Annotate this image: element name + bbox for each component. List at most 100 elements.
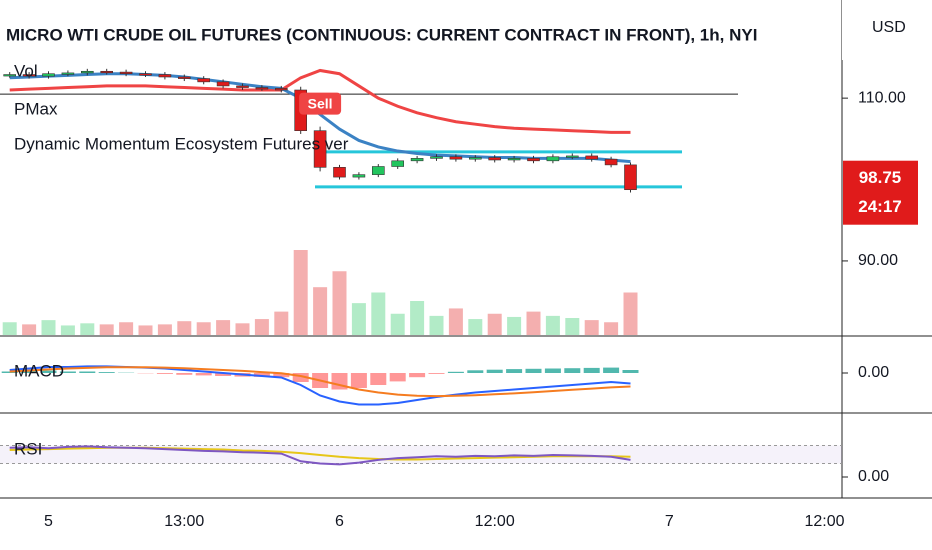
- candle-body: [410, 158, 424, 162]
- candle-body: [274, 88, 288, 91]
- volume-bar: [274, 311, 289, 335]
- candle-body: [565, 155, 579, 158]
- volume-bar: [468, 319, 483, 335]
- y-tick-label: 90.00: [858, 252, 898, 269]
- histogram-bar: [622, 370, 639, 373]
- price-tag: [843, 160, 918, 225]
- volume-bar: [507, 316, 522, 335]
- candle-body: [61, 72, 75, 75]
- histogram-bar: [467, 370, 484, 373]
- volume-bar: [2, 322, 17, 335]
- candle-body: [333, 167, 346, 178]
- sell-tag: [299, 92, 342, 115]
- x-tick-label: 13:00: [164, 513, 204, 530]
- volume-bar: [80, 323, 95, 335]
- histogram-bar: [350, 373, 367, 388]
- histogram-bar: [215, 373, 232, 376]
- volume-bar: [410, 301, 425, 335]
- volume-bar: [293, 250, 308, 335]
- volume-bar: [60, 325, 75, 335]
- histogram-bar: [428, 373, 445, 374]
- candle-body: [488, 157, 502, 161]
- x-tick-label: 7: [665, 513, 674, 530]
- histogram-bar: [98, 372, 115, 373]
- axis-cover: [842, 0, 932, 60]
- candle-body: [507, 158, 521, 161]
- candle-body: [100, 70, 113, 74]
- histogram-bar: [195, 373, 212, 376]
- volume-bar: [448, 308, 463, 335]
- candle-body: [585, 155, 599, 160]
- candle-body: [449, 156, 463, 160]
- candle-body: [313, 130, 327, 168]
- candle-body: [624, 164, 637, 191]
- histogram-bar: [583, 367, 600, 373]
- histogram-bar: [253, 373, 270, 377]
- y-tick-label: 0.00: [858, 468, 889, 485]
- histogram-bar: [176, 373, 193, 375]
- legend-entry: Vol: [14, 61, 38, 80]
- histogram-bar: [156, 373, 173, 374]
- volume-bar: [545, 315, 560, 335]
- histogram-bar: [389, 373, 406, 382]
- signal-line: [9, 366, 631, 398]
- candle-body: [468, 157, 482, 160]
- volume-bar: [332, 271, 347, 335]
- legend-entry: Dynamic Momentum Ecosystem Futures ver: [14, 134, 349, 153]
- sell-label: Sell: [308, 95, 333, 111]
- candle-body: [527, 158, 540, 162]
- currency: USD: [872, 19, 906, 36]
- candle-body: [139, 73, 152, 76]
- histogram-bar: [292, 373, 309, 382]
- histogram-bar: [21, 370, 38, 373]
- histogram-bar: [370, 373, 387, 385]
- histogram-bar: [447, 371, 464, 373]
- volume-bar: [584, 320, 599, 335]
- volume-bar: [119, 322, 134, 335]
- volume-bar: [604, 322, 619, 335]
- volume-bar: [22, 324, 37, 335]
- rsi-line: [9, 445, 631, 466]
- volume-bar: [216, 320, 231, 335]
- volume-bar: [177, 321, 192, 335]
- candle-body: [3, 74, 16, 77]
- pane-label: RSI: [14, 439, 42, 458]
- candle-body: [236, 85, 249, 88]
- volume-bar: [138, 325, 153, 335]
- candle-body: [391, 160, 405, 167]
- x-tick-label: 6: [335, 513, 344, 530]
- histogram-bar: [409, 373, 426, 378]
- legend-entry: PMax: [14, 99, 58, 118]
- x-tick-label: 12:00: [804, 513, 844, 530]
- y-tick-label: 0.00: [858, 364, 889, 381]
- candle-body: [604, 158, 618, 166]
- volume-bar: [254, 319, 269, 335]
- volume-bar: [235, 323, 250, 335]
- indicator-line: [9, 68, 631, 134]
- histogram-bar: [564, 368, 581, 373]
- volume-bar: [157, 324, 172, 335]
- candle-body: [352, 174, 366, 178]
- countdown: 24:17: [858, 197, 901, 216]
- histogram-bar: [603, 367, 620, 373]
- volume-bar: [99, 324, 114, 335]
- volume-bar: [429, 315, 444, 335]
- candle-body: [42, 73, 55, 77]
- volume-bar: [41, 320, 56, 335]
- histogram-bar: [506, 369, 523, 373]
- candle-body: [81, 70, 94, 74]
- histogram-bar: [79, 371, 96, 373]
- x-tick-label: 5: [44, 513, 53, 530]
- volume-bar: [565, 318, 580, 335]
- histogram-bar: [40, 370, 57, 373]
- y-tick-label: 110.00: [858, 89, 906, 106]
- candle-body: [119, 71, 133, 75]
- candle-body: [546, 156, 560, 162]
- volume-bar: [487, 313, 502, 335]
- volume-bar: [351, 303, 366, 335]
- histogram-bar: [525, 368, 542, 373]
- candle-body: [178, 76, 191, 79]
